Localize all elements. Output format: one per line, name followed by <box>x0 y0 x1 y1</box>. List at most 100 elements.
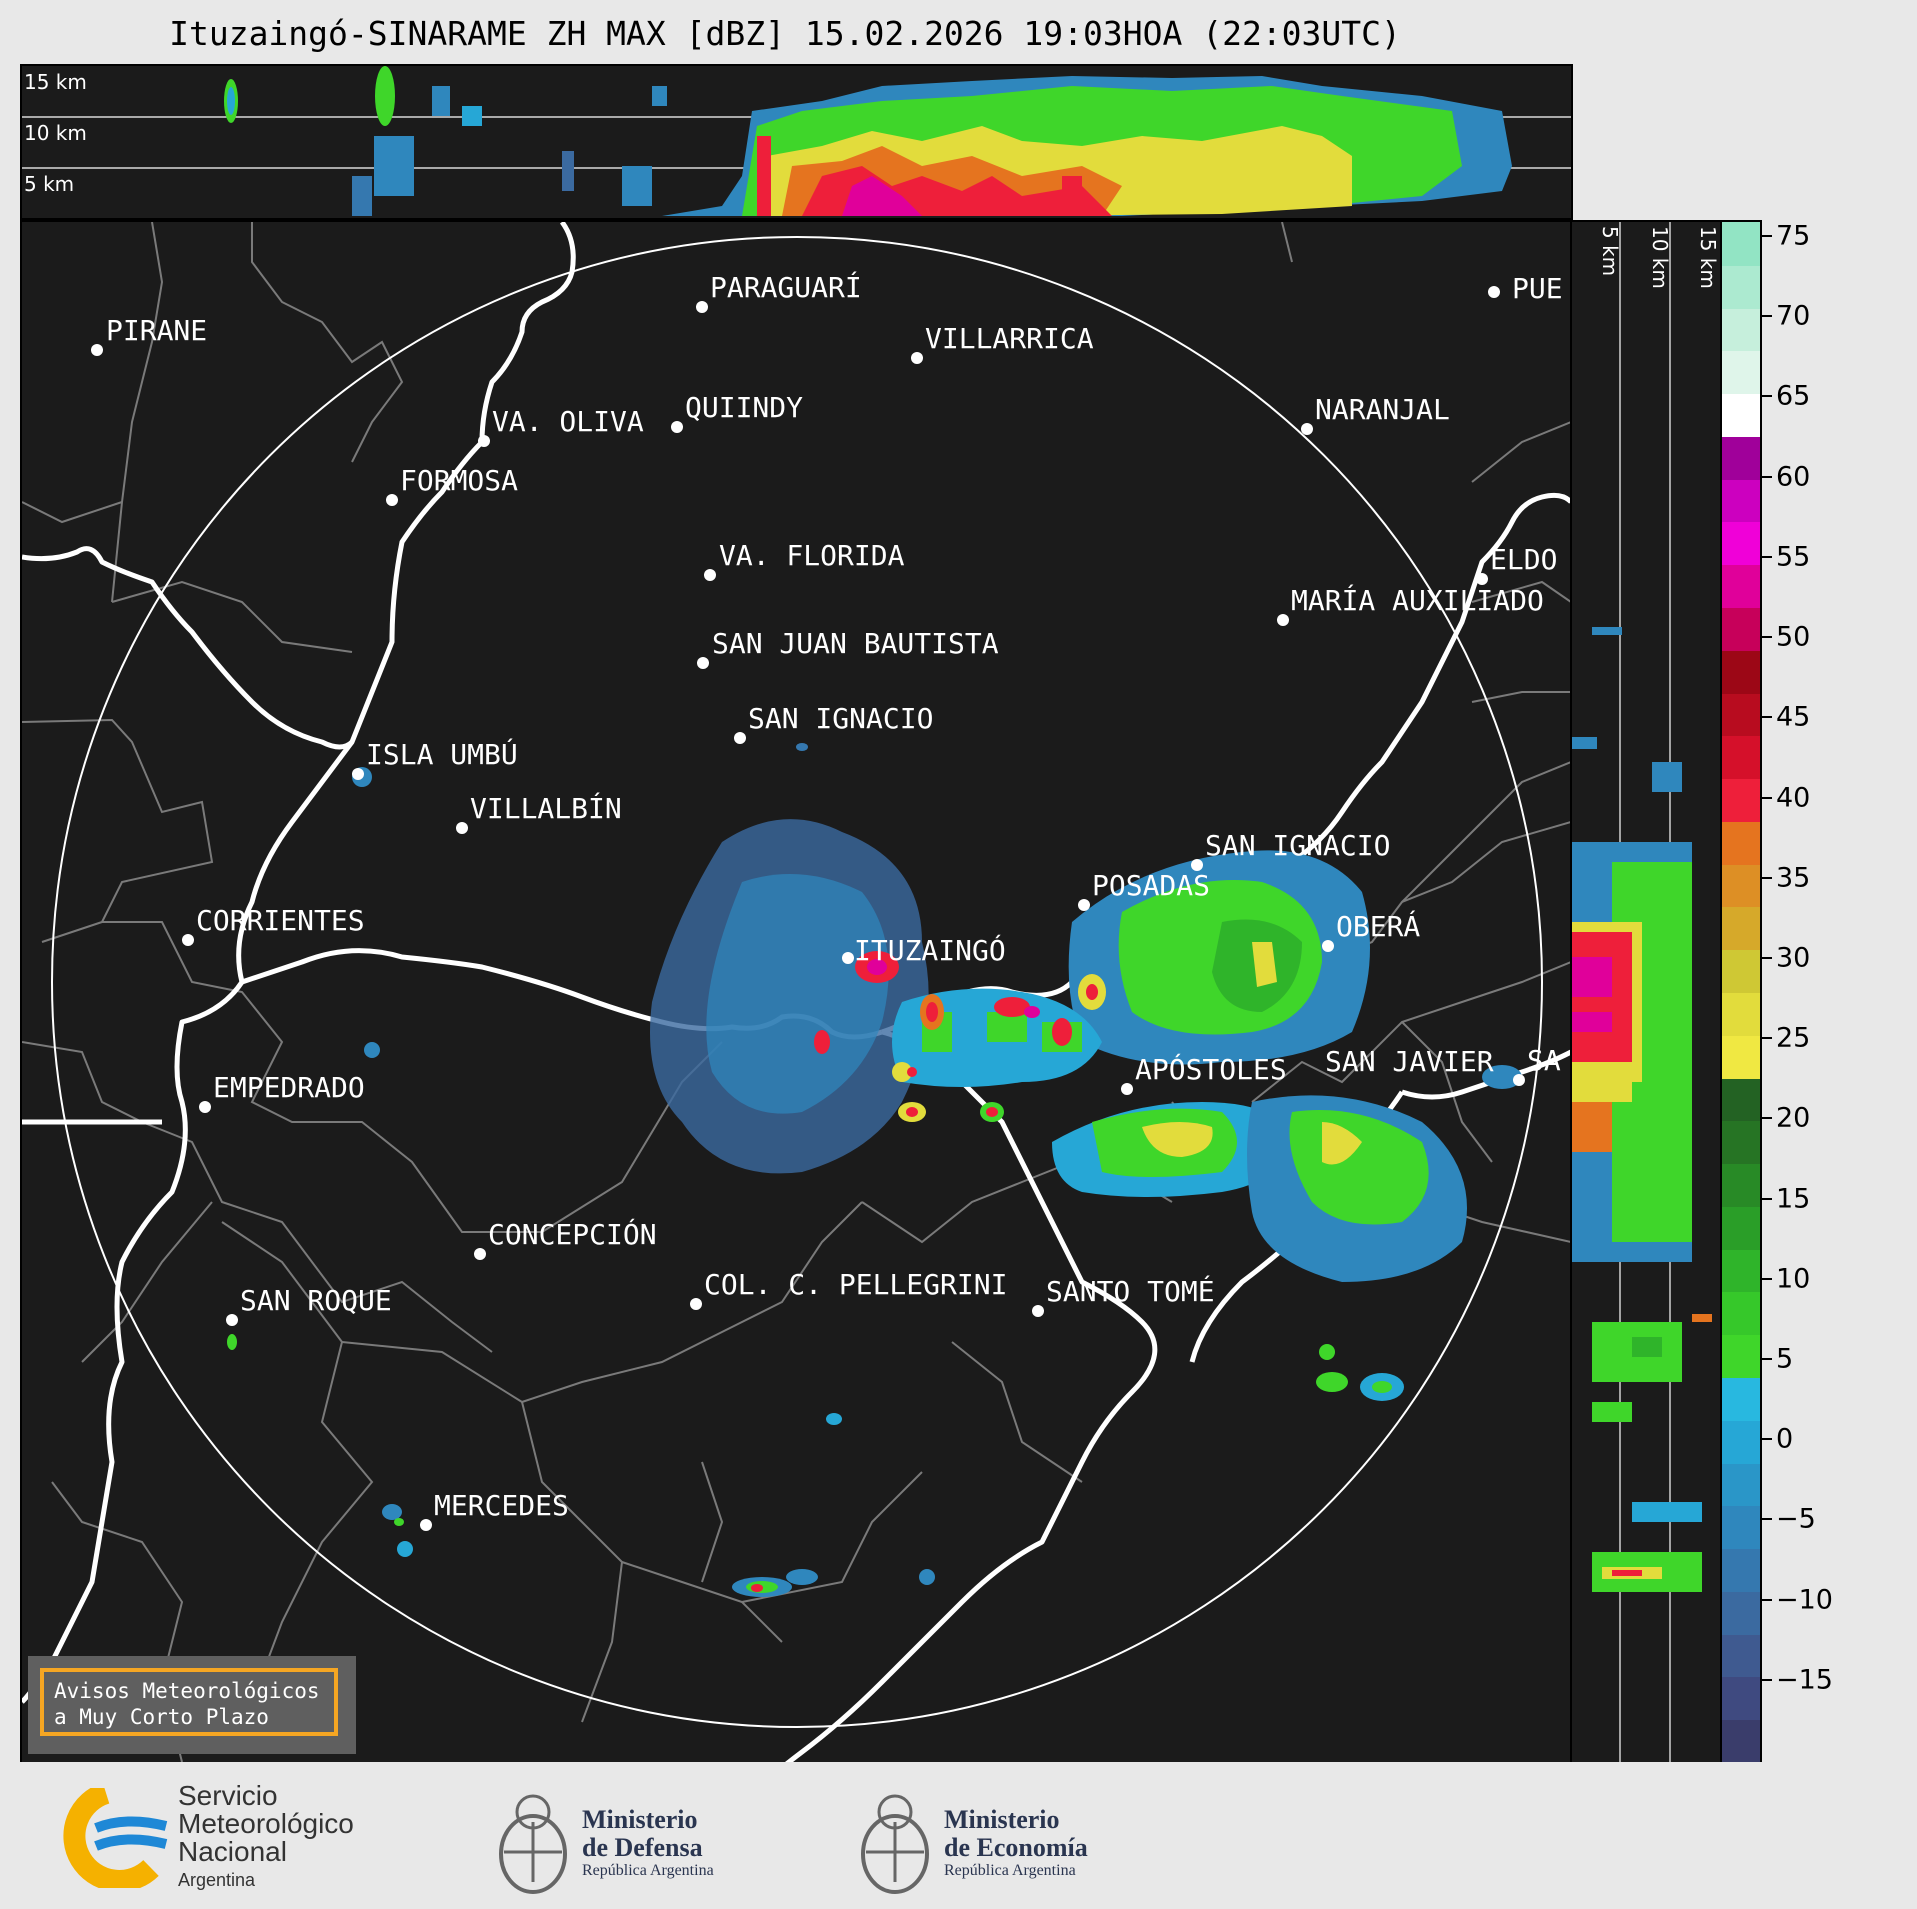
colorbar-tick <box>1760 1037 1772 1040</box>
colorbar-tick <box>1760 555 1772 558</box>
colorbar-tick-label: 10 <box>1776 1263 1811 1295</box>
city-markers <box>91 286 1525 1531</box>
colorbar-tick <box>1760 1518 1772 1521</box>
colorbar-segment <box>1722 564 1760 608</box>
chart-title: Ituzaingó-SINARAME ZH MAX [dBZ] 15.02.20… <box>169 14 1401 53</box>
notice-box[interactable]: Avisos Meteorológicos a Muy Corto Plazo <box>28 1656 356 1754</box>
colorbar-tick-label: 20 <box>1776 1102 1811 1134</box>
colorbar-tick <box>1760 1117 1772 1120</box>
side-altitude-label-10: 10 km <box>1648 226 1672 289</box>
city-label-formosa: FORMOSA <box>400 464 519 497</box>
colorbar-segment <box>1722 607 1760 651</box>
city-label-col-c-pellegrini: COL. C. PELLEGRINI <box>704 1268 1008 1301</box>
colorbar-tick-label: 40 <box>1776 782 1811 813</box>
colorbar-segment <box>1722 307 1760 352</box>
defensa-line-3: República Argentina <box>582 1862 714 1879</box>
colorbar-segment <box>1722 1719 1760 1762</box>
colorbar-segment <box>1722 521 1760 566</box>
city-label-naranjal: NARANJAL <box>1315 393 1450 426</box>
city-label-villalbin: VILLALBÍN <box>470 792 622 825</box>
colorbar-tick <box>1760 636 1772 639</box>
city-label-corrientes: CORRIENTES <box>196 904 365 937</box>
city-label-concepcion: CONCEPCIÓN <box>488 1218 657 1251</box>
city-label-posadas: POSADAS <box>1092 869 1211 902</box>
city-label-apostoles: APÓSTOLES <box>1135 1053 1287 1086</box>
city-label-isla-umbu: ISLA UMBÚ <box>366 738 518 771</box>
colorbar-segment <box>1722 906 1760 951</box>
colorbar-segment <box>1722 1462 1760 1507</box>
colorbar-segment <box>1722 1334 1760 1378</box>
colorbar-tick-label: 30 <box>1776 942 1811 974</box>
city-label-mercedes: MERCEDES <box>434 1489 569 1522</box>
colorbar-segment <box>1722 1505 1760 1550</box>
colorbar-tick <box>1760 395 1772 398</box>
city-label-empedrado: EMPEDRADO <box>213 1071 365 1104</box>
colorbar-segment <box>1722 692 1760 737</box>
radar-map-panel: PIRANE PARAGUARÍ VILLARRICA VA. OLIVA QU… <box>20 220 1573 1764</box>
colorbar-segment <box>1722 949 1760 993</box>
colorbar-tick-label: 60 <box>1776 461 1811 493</box>
colorbar-tick <box>1760 1598 1772 1601</box>
colorbar-segment <box>1722 1419 1760 1464</box>
defensa-line-1: Ministerio <box>582 1805 698 1834</box>
city-label-san-ignacio-py: SAN IGNACIO <box>748 702 934 735</box>
colorbar-segment <box>1722 820 1760 865</box>
top-altitude-label-5: 5 km <box>24 172 75 196</box>
colorbar-tick-label: 5 <box>1776 1343 1794 1375</box>
colorbar-segment <box>1722 478 1760 523</box>
colorbar-segment <box>1722 1077 1760 1122</box>
economia-seal-icon <box>861 1794 929 1894</box>
smn-line-1: Servicio <box>178 1780 278 1811</box>
city-label-maria-auxiliado: MARÍA AUXILIADO <box>1291 584 1544 617</box>
radar-site-marker <box>842 952 854 964</box>
smn-line-3: Nacional <box>178 1836 287 1867</box>
colorbar-segment <box>1722 992 1760 1036</box>
city-label-eldo: ELDO <box>1490 543 1558 576</box>
colorbar-tick <box>1760 956 1772 959</box>
city-label-quiindy: QUIINDY <box>685 391 804 424</box>
colorbar-tick-label: 45 <box>1776 701 1811 733</box>
colorbar-segment <box>1722 393 1760 437</box>
colorbar-segment <box>1722 1291 1760 1336</box>
colorbar-segment <box>1722 1248 1760 1293</box>
smn-logo-icon <box>63 1788 168 1888</box>
colorbar-tick <box>1760 1438 1772 1441</box>
city-label-san-juan-bautista: SAN JUAN BAUTISTA <box>712 627 999 660</box>
colorbar-tick <box>1760 1678 1772 1681</box>
city-label-paraguari: PARAGUARÍ <box>710 271 862 304</box>
colorbar-segment <box>1722 350 1760 395</box>
footer: Servicio Meteorológico Nacional Argentin… <box>0 1762 1917 1909</box>
city-label-pue: PUE <box>1512 272 1563 305</box>
colorbar-tick-label: −10 <box>1776 1584 1833 1616</box>
economia-line-1: Ministerio <box>944 1805 1060 1834</box>
colorbar-tick-label: −15 <box>1776 1664 1833 1696</box>
notice-line-1: Avisos Meteorológicos <box>54 1679 320 1703</box>
colorbar <box>1720 220 1762 1764</box>
colorbar-tick <box>1760 1197 1772 1200</box>
colorbar-tick <box>1760 1357 1772 1360</box>
city-label-san-ignacio-ar: SAN IGNACIO <box>1205 829 1391 862</box>
colorbar-tick-label: 65 <box>1776 380 1811 412</box>
side-cross-section-echoes <box>1572 222 1712 1762</box>
defensa-line-2: de Defensa <box>582 1833 703 1862</box>
colorbar-tick-label: 15 <box>1776 1183 1811 1215</box>
smn-name: Servicio Meteorológico Nacional Argentin… <box>178 1782 354 1894</box>
colorbar-tick-label: 55 <box>1776 541 1811 573</box>
colorbar-segment <box>1722 1548 1760 1592</box>
colorbar-tick <box>1760 876 1772 879</box>
colorbar-tick <box>1760 716 1772 719</box>
top-cross-section-echoes <box>22 66 1571 216</box>
colorbar-tick-label: −5 <box>1776 1503 1816 1535</box>
colorbar-segment <box>1722 1120 1760 1165</box>
colorbar-tick <box>1760 1277 1772 1280</box>
colorbar-segment <box>1722 1633 1760 1678</box>
notice-line-2: a Muy Corto Plazo <box>54 1705 269 1729</box>
colorbar-tick-label: 50 <box>1776 621 1811 653</box>
colorbar-segment <box>1722 435 1760 480</box>
city-label-villarrica: VILLARRICA <box>925 322 1094 355</box>
defensa-seal-icon <box>499 1794 567 1894</box>
colorbar-segment <box>1722 863 1760 908</box>
radar-site-label: ITUZAINGÓ <box>854 934 1006 967</box>
colorbar-segment <box>1722 735 1760 780</box>
side-altitude-label-5: 5 km <box>1598 226 1622 277</box>
